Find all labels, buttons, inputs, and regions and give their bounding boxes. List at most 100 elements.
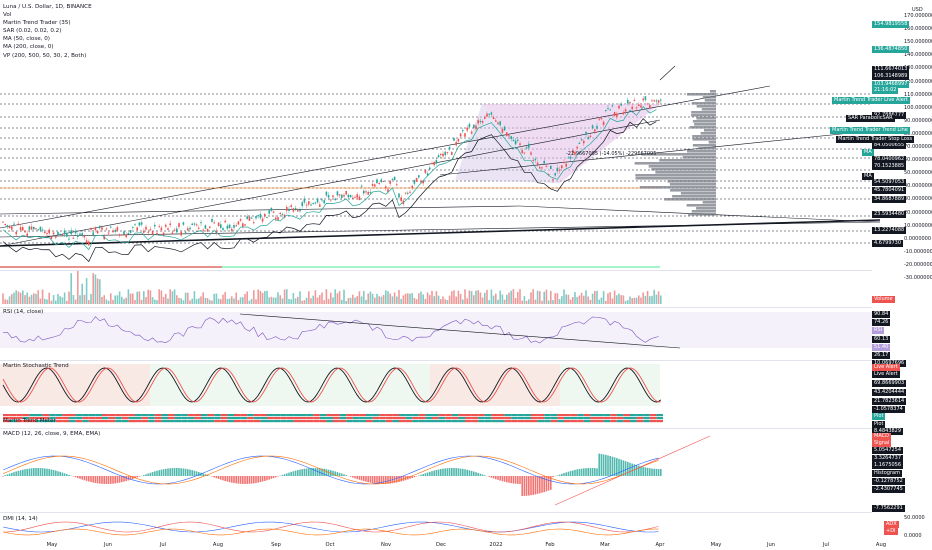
volume-bar — [429, 295, 431, 304]
volume-bar — [444, 299, 446, 304]
macd-histogram-bar — [470, 470, 473, 476]
macd-histogram-bar — [200, 472, 202, 476]
candle — [569, 156, 572, 159]
overlay-label: MA — [862, 173, 874, 180]
symbol-title[interactable]: Luna / U.S. Dollar, 1D, BINANCE — [3, 4, 92, 10]
macd-histogram-bar — [442, 468, 444, 476]
trend-meter-cell — [69, 417, 76, 420]
volume-bar — [15, 290, 17, 304]
trend-meter-cell — [656, 414, 663, 417]
candle — [594, 129, 596, 132]
macd-histogram-bar — [341, 473, 343, 476]
trend-meter-cell — [366, 420, 373, 423]
volume-bar — [94, 274, 97, 304]
trend-meter-cell — [29, 420, 36, 423]
candle — [499, 121, 501, 126]
legend-volume-profile[interactable]: VP (200, 500, 50, 30, 2, Both) — [3, 52, 87, 59]
macd-histogram-bar — [59, 471, 61, 476]
volume-profile-bar — [709, 90, 716, 93]
trend-meter-cell — [9, 414, 17, 417]
macd-histogram-bar — [39, 468, 42, 476]
rsi-pane-label[interactable]: RSI (14, close) — [3, 309, 44, 315]
candle — [481, 121, 484, 123]
price-tick-label: -10.0000000 — [904, 248, 932, 255]
legend-ma200[interactable]: MA (200, close, 0) — [3, 44, 54, 51]
candle — [171, 232, 174, 234]
price-tick-label: 70.0000000 — [904, 144, 932, 150]
macd-histogram-bar — [83, 476, 86, 481]
ma50-line — [2, 106, 657, 251]
volume-bar — [646, 290, 649, 304]
trend-meter-cell — [95, 414, 102, 417]
volume-bar — [501, 294, 504, 304]
candle — [248, 216, 251, 221]
macd-histogram-bar — [231, 476, 233, 483]
volume-bar — [497, 299, 499, 304]
candle — [365, 191, 367, 193]
candle — [85, 240, 88, 243]
candle — [455, 141, 457, 146]
trend-meter-cell — [234, 417, 241, 420]
volume-bar — [246, 291, 248, 304]
volume-bar — [457, 290, 460, 304]
candle — [55, 236, 57, 238]
trend-meter-cell — [544, 414, 551, 417]
volume-bar — [28, 296, 31, 304]
macd-axis-label: 3.3264737 — [872, 455, 904, 462]
candle — [96, 230, 99, 234]
volume-bar — [178, 297, 180, 304]
volume-bar — [655, 294, 658, 304]
legend-ma50[interactable]: MA (50, close, 0) — [3, 36, 50, 43]
volume-bar — [277, 292, 279, 304]
volume-bar — [638, 295, 640, 304]
macd-histogram-bar — [316, 468, 319, 476]
macd-histogram-bar — [358, 476, 361, 480]
trend-meter-cell — [95, 417, 102, 420]
trend-meter-cell — [82, 414, 89, 417]
volume-bar — [466, 298, 468, 304]
trend-meter-cell — [471, 417, 479, 420]
macd-histogram-bar — [622, 460, 625, 476]
candle — [620, 103, 622, 106]
macd-pane-label[interactable]: MACD (12, 26, close, 9, EMA, EMA) — [3, 431, 101, 437]
candle — [129, 230, 132, 233]
macd-histogram-bar — [398, 476, 400, 483]
trend-meter-cell — [544, 420, 551, 423]
trend-meter-cell — [293, 420, 300, 423]
rsi-axis-label: 10.0697696 — [872, 360, 907, 367]
trend-meter-cell — [531, 414, 538, 417]
macd-histogram-bar — [257, 476, 259, 483]
candle — [618, 105, 620, 109]
trend-meter-cell — [69, 420, 76, 423]
trend-meter-cell — [590, 414, 597, 417]
macd-histogram-bar — [101, 476, 103, 484]
trend-meter-cell — [478, 414, 485, 417]
volume-bar — [400, 298, 402, 304]
candle — [160, 227, 163, 231]
trend-meter-pane-label[interactable]: Martin Trend Meter — [3, 418, 56, 424]
macd-histogram-bar — [66, 474, 68, 476]
stoch-pane-label[interactable]: Martin Stochastic Trend — [3, 363, 69, 369]
dmi-pane-label[interactable]: DMI (14, 14) — [3, 516, 38, 522]
macd-histogram-bar — [365, 476, 367, 482]
macd-histogram-bar — [193, 470, 196, 476]
macd-histogram-bar — [310, 468, 312, 476]
candle — [563, 161, 565, 163]
legend-vol[interactable]: Vol — [3, 12, 12, 19]
candle — [343, 195, 345, 197]
candle — [283, 214, 286, 218]
trend-meter-cell — [610, 417, 617, 420]
trend-meter-cell — [42, 420, 50, 423]
macd-histogram-bar — [213, 476, 215, 478]
macd-histogram-bar — [116, 476, 119, 484]
trend-meter-cell — [36, 417, 43, 420]
legend-martin-trend-trader[interactable]: Martin Trend Trader (35) — [3, 20, 71, 27]
candle — [442, 153, 444, 157]
legend-sar[interactable]: SAR (0.02, 0.02, 0.2) — [3, 28, 62, 35]
macd-histogram-bar — [68, 474, 70, 476]
candle — [211, 218, 213, 222]
volume-bar — [301, 300, 303, 304]
candle — [488, 113, 490, 115]
volume-profile-bar — [696, 105, 716, 108]
